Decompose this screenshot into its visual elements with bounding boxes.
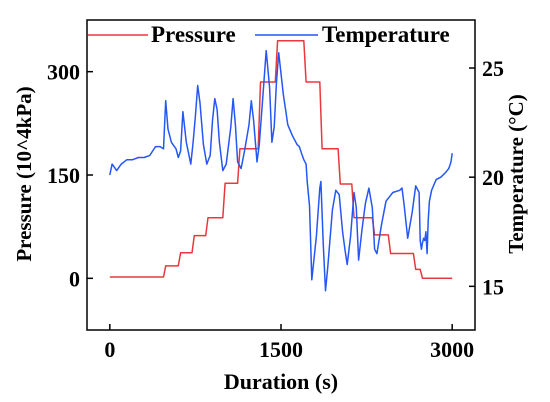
- plot-frame: [86, 19, 476, 331]
- legend-label-pressure: Pressure: [151, 22, 236, 47]
- y-right-tick-label: 20: [482, 165, 504, 190]
- y-left-tick-label: 300: [47, 60, 80, 85]
- y-axis-label-left: Pressure (10^4kPa): [12, 86, 36, 261]
- legend-label-temperature: Temperature: [322, 22, 450, 47]
- tick-labels: 0 1500 3000 0 150 300 15 20 25: [47, 56, 504, 362]
- y-right-tick-label: 15: [482, 274, 504, 299]
- y-left-tick-label: 150: [47, 163, 80, 188]
- x-tick-label: 0: [104, 337, 115, 362]
- x-axis-label: Duration (s): [224, 369, 338, 394]
- series-line-pressure: [109, 39, 453, 280]
- x-tick-label: 3000: [430, 337, 474, 362]
- series-line-temperature: [109, 49, 453, 292]
- x-tick-label: 1500: [259, 337, 303, 362]
- y-right-tick-label: 25: [482, 56, 504, 81]
- y-axis-label-right: Temperature (°C): [504, 94, 528, 253]
- y-left-tick-label: 0: [69, 266, 80, 291]
- axes: [86, 19, 476, 331]
- legend: Pressure Temperature: [88, 22, 450, 47]
- series-lines: [109, 39, 453, 292]
